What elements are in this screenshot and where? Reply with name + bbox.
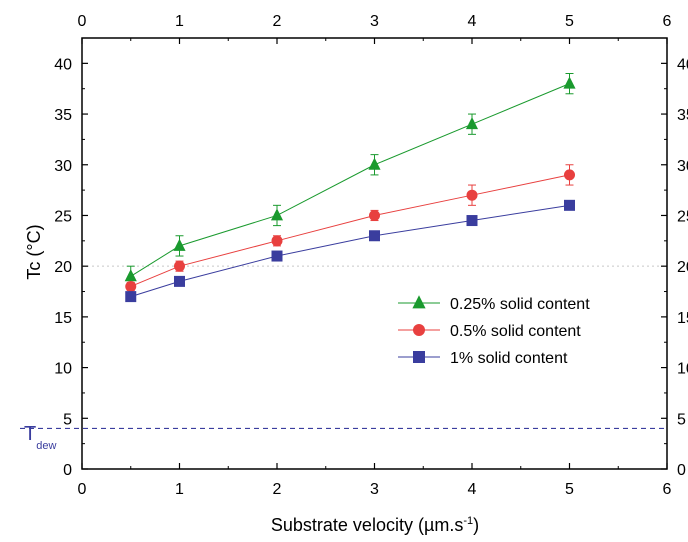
y-tick-label-right: 0	[677, 462, 686, 479]
x-tick-label-bottom: 0	[78, 481, 87, 498]
y-tick-label-right: 5	[677, 411, 686, 428]
x-tick-label-top: 3	[370, 13, 379, 30]
y-tick-label-right: 40	[677, 56, 688, 73]
data-point-circle	[466, 189, 478, 201]
data-point-circle	[564, 169, 575, 181]
y-tick-label-left: 10	[54, 361, 72, 378]
y-tick-label-right: 35	[677, 107, 688, 124]
legend-label: 0.25% solid content	[450, 296, 590, 313]
x-tick-label-bottom: 1	[175, 481, 184, 498]
dew-label: Tdew	[24, 423, 56, 452]
x-axis-label-main: Substrate velocity (µm.s	[271, 515, 463, 535]
x-tick-label-top: 4	[468, 13, 477, 30]
data-point-square	[174, 275, 185, 287]
data-point-circle	[369, 209, 380, 221]
y-tick-label-left: 30	[54, 158, 72, 175]
axes: 0011223344556600551010151520202525303035…	[54, 13, 688, 498]
x-tick-label-top: 2	[273, 13, 282, 30]
y-tick-label-right: 15	[677, 310, 688, 327]
data-point-triangle	[563, 76, 576, 89]
x-axis-label-close: )	[473, 515, 479, 535]
x-tick-label-top: 5	[565, 13, 574, 30]
y-tick-label-right: 30	[677, 158, 688, 175]
plot-area	[81, 37, 668, 470]
dew-label-main: T	[24, 423, 36, 445]
legend-marker-square	[413, 351, 425, 363]
legend-label: 0.5% solid content	[450, 323, 581, 340]
legend-label: 1% solid content	[450, 350, 568, 367]
x-tick-label-bottom: 4	[468, 481, 477, 498]
data-point-circle	[271, 235, 283, 247]
data-point-triangle	[465, 117, 479, 130]
data-point-square	[466, 215, 478, 227]
x-tick-label-top: 1	[175, 13, 184, 30]
dew-label-sub: dew	[36, 440, 56, 452]
data-point-circle	[125, 280, 137, 292]
series-line-triangle	[130, 83, 570, 277]
y-tick-label-right: 20	[677, 259, 688, 276]
data-point-square	[564, 199, 575, 211]
series-line-circle	[130, 174, 570, 287]
y-tick-label-right: 10	[677, 361, 688, 378]
data-point-triangle	[124, 269, 137, 282]
data-point-circle	[174, 260, 185, 272]
x-axis-label: Substrate velocity (µm.s-1)	[271, 515, 479, 535]
x-tick-label-top: 0	[78, 13, 87, 30]
x-tick-label-top: 6	[663, 13, 672, 30]
x-tick-label-bottom: 5	[565, 481, 574, 498]
series-group	[124, 72, 576, 303]
y-axis-label: Tc (°C)	[24, 224, 44, 279]
data-point-square	[271, 250, 283, 262]
y-tick-label-left: 0	[63, 462, 72, 479]
y-tick-label-left: 25	[54, 208, 72, 225]
x-axis-label-sup: -1	[463, 515, 473, 527]
y-tick-label-left: 35	[54, 107, 72, 124]
series-line-square	[130, 204, 570, 298]
y-tick-label-right: 25	[677, 208, 688, 225]
y-tick-label-left: 20	[54, 259, 72, 276]
legend-marker-triangle	[412, 295, 426, 309]
y-tick-label-left: 15	[54, 310, 72, 327]
data-point-triangle	[173, 238, 186, 251]
legend-marker-circle	[413, 324, 425, 336]
legend: 0.25% solid content 0.5% solid content 1% …	[398, 295, 590, 367]
data-point-square	[125, 291, 137, 303]
x-tick-label-bottom: 2	[273, 481, 282, 498]
y-tick-label-left: 5	[63, 411, 72, 428]
x-tick-label-bottom: 3	[370, 481, 379, 498]
data-point-triangle	[270, 208, 284, 221]
x-tick-label-bottom: 6	[663, 481, 672, 498]
data-point-triangle	[368, 157, 381, 170]
y-tick-label-left: 40	[54, 56, 72, 73]
data-point-square	[369, 230, 380, 242]
